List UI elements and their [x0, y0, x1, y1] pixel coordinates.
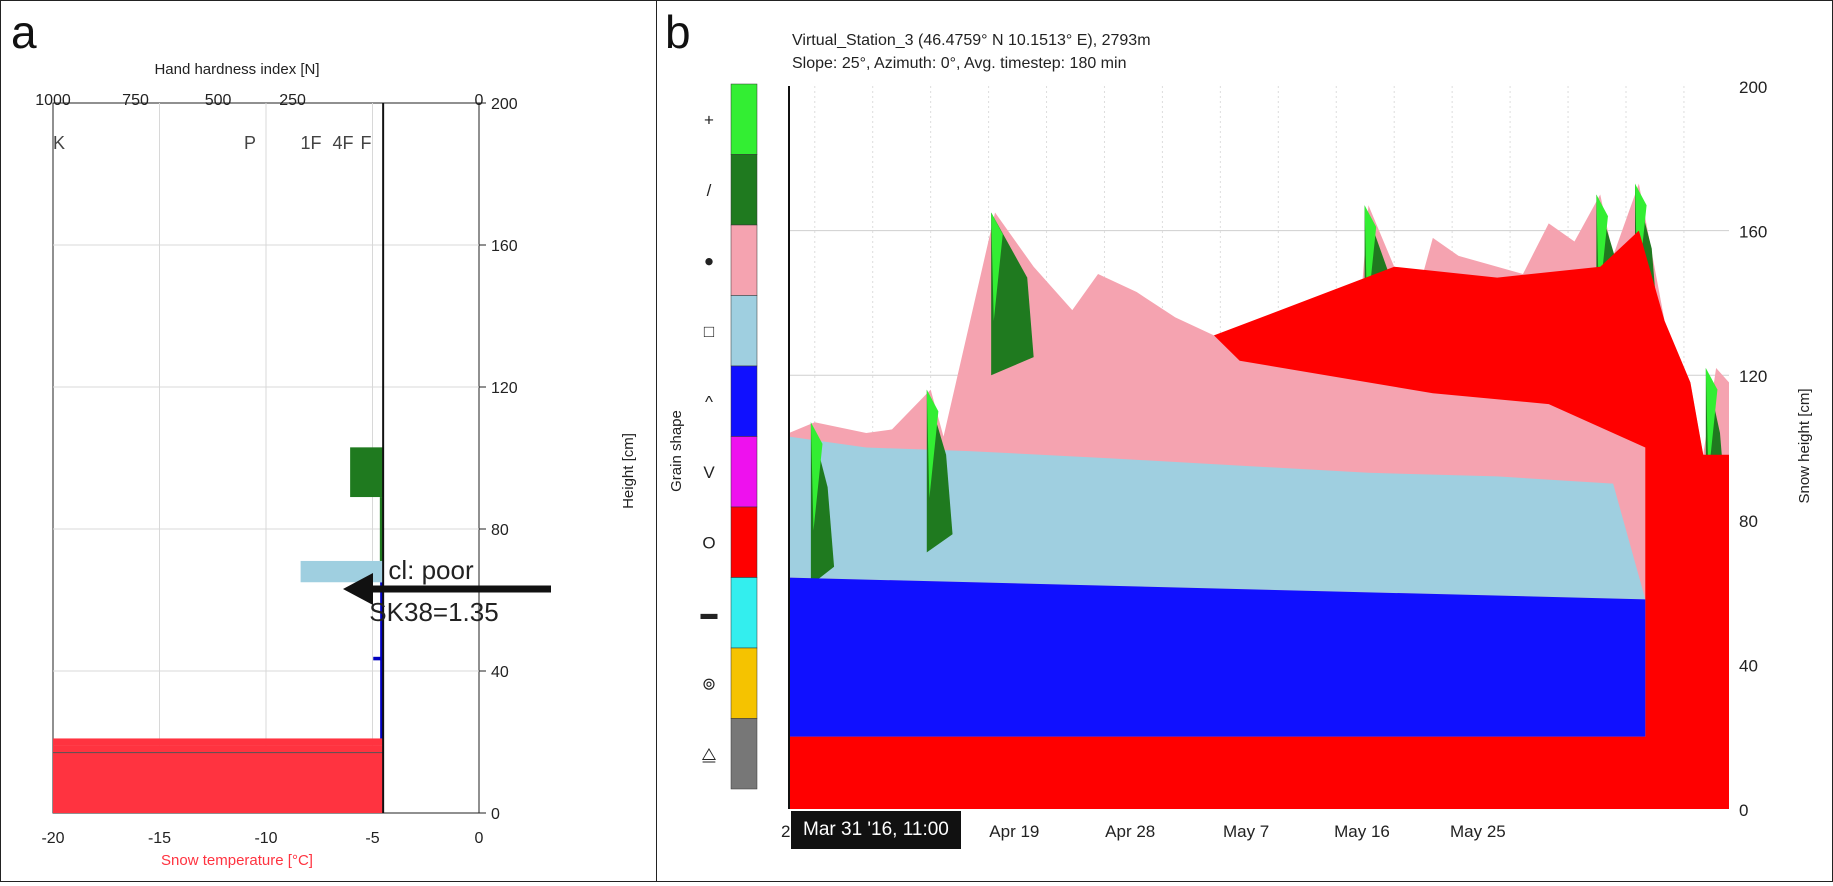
hardness-tick-label: 500: [205, 92, 232, 109]
plot-area: [52, 102, 480, 814]
hardness-tick-label: 750: [122, 92, 149, 109]
height-tick-label: 160: [491, 238, 518, 255]
grain-legend-symbol: +: [704, 110, 714, 129]
temperature-tick-label: -5: [365, 830, 379, 847]
grain-legend-swatch: [730, 506, 758, 578]
hardness-class-label: K: [53, 133, 65, 153]
layer-depth-hoar: [789, 577, 1646, 737]
grain-legend-swatch: [730, 577, 758, 649]
layer-new-snow: [991, 212, 1003, 321]
grain-legend-symbol: ⧋: [701, 745, 716, 764]
grain-shape-axis-label: Grain shape: [668, 410, 685, 492]
grain-legend-symbol: ^: [705, 392, 713, 411]
hardness-tick-label: 250: [279, 92, 306, 109]
hardness-class-label: 1F: [301, 133, 322, 153]
grain-legend-swatch: [730, 224, 758, 296]
hardness-class-label: P: [244, 133, 256, 153]
grain-legend-swatch: [730, 295, 758, 367]
temperature-tick-label: 0: [475, 830, 484, 847]
profile-layer: [300, 560, 384, 583]
temperature-tick-label: -20: [41, 830, 64, 847]
hardness-tick-label: 0: [475, 92, 484, 109]
snow-height-tick-label: 40: [1739, 656, 1758, 675]
date-tick-label: Apr 19: [989, 822, 1039, 841]
stability-annotation: cl: poor SK38=1.35: [343, 555, 551, 627]
snow-height-tick-label: 120: [1739, 367, 1767, 386]
layer-new-snow: [810, 422, 823, 531]
grain-legend-swatch: [730, 647, 758, 719]
layer-new-snow: [1705, 367, 1718, 477]
temperature-tick-label: -15: [148, 830, 171, 847]
temperature-axis-label: Snow temperature [°C]: [161, 852, 313, 869]
stability-class-label: cl: poor: [388, 555, 474, 585]
panel-letter-b: b: [665, 6, 691, 58]
grain-legend-swatch: [730, 365, 758, 437]
grain-shape-evolution-chart: Virtual_Station_3 (46.4759° N 10.1513° E…: [668, 32, 1813, 841]
station-title: Virtual_Station_3 (46.4759° N 10.1513° E…: [792, 32, 1151, 49]
hardness-axis-label: Hand hardness index [N]: [154, 61, 319, 78]
snow-height-tick-label: 0: [1739, 801, 1748, 820]
panel-a: a Hand hardness index [N] Snow temperatu…: [0, 0, 657, 882]
layer-decomposing-green: [991, 212, 1034, 376]
grain-legend-symbol: ▬: [701, 604, 718, 623]
hardness-tick-label: 1000: [35, 92, 71, 109]
height-axis-label: Height [cm]: [620, 433, 637, 509]
date-tick-label: May 16: [1334, 822, 1390, 841]
date-tick-label: Apr 28: [1105, 822, 1155, 841]
grain-legend-swatch: [730, 83, 758, 155]
snow-height-tick-label: 200: [1739, 78, 1767, 97]
snow-height-tick-label: 160: [1739, 223, 1767, 242]
station-subtitle: Slope: 25°, Azimuth: 0°, Avg. timestep: …: [792, 55, 1126, 72]
hardness-class-label: 4F: [333, 133, 354, 153]
profile-layer: [53, 745, 384, 813]
layer-melt-forms: [1213, 230, 1729, 810]
snow-height-tick-label: 80: [1739, 512, 1758, 531]
grain-legend-symbol: ●: [704, 251, 714, 270]
grain-legend-symbol: O: [702, 533, 715, 552]
profile-layer: [373, 656, 384, 661]
height-tick-label: 0: [491, 806, 500, 823]
panel-letter-a: a: [11, 6, 37, 58]
height-tick-label: 80: [491, 522, 509, 539]
hardness-class-label: F: [361, 133, 372, 153]
plot-area: [788, 86, 1729, 810]
timestamp-badge[interactable]: Mar 31 '16, 11:00: [791, 811, 961, 849]
profile-layer: [350, 447, 384, 498]
panel-b: b Virtual_Station_3 (46.4759° N 10.1513°…: [656, 0, 1833, 882]
layer-new-snow: [926, 389, 939, 499]
height-tick-label: 40: [491, 664, 509, 681]
grain-legend-swatch: [730, 436, 758, 508]
stability-arrow-head: [343, 573, 373, 605]
grain-legend-swatch: [730, 154, 758, 226]
temperature-tick-label: -10: [254, 830, 277, 847]
snow-height-axis-label: Snow height [cm]: [1796, 388, 1813, 503]
layer-melt-base: [789, 736, 1729, 809]
date-tick-label: 2: [781, 822, 790, 841]
date-tick-label: May 25: [1450, 822, 1506, 841]
grain-legend-symbol: □: [704, 322, 714, 341]
snow-profile-chart: Hand hardness index [N] Snow temperature…: [35, 61, 637, 869]
profile-layer: [53, 738, 384, 746]
layer-faceted-light-blue: [789, 436, 1646, 600]
grain-legend-symbol: ⊚: [702, 674, 716, 693]
grain-legend-swatch: [730, 718, 758, 790]
stability-index-label: SK38=1.35: [369, 597, 498, 627]
grain-legend-symbol: /: [707, 181, 712, 200]
height-tick-label: 120: [491, 380, 518, 397]
height-tick-label: 200: [491, 96, 518, 113]
date-tick-label: May 7: [1223, 822, 1269, 841]
grain-legend-symbol: V: [703, 463, 715, 482]
profile-layer: [379, 497, 384, 561]
